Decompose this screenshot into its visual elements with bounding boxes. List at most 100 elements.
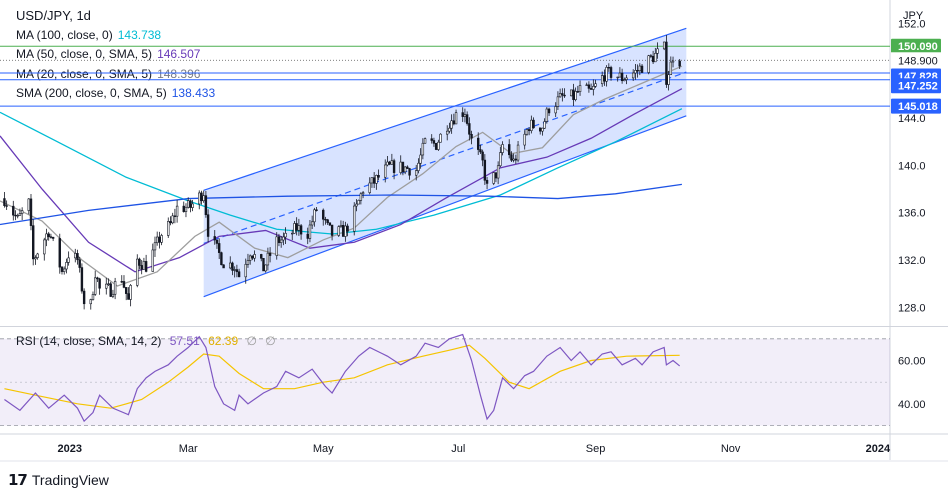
candle-body — [89, 299, 92, 305]
candle — [556, 91, 560, 110]
candle-body — [32, 225, 35, 260]
price-tick-label: 128.0 — [898, 302, 926, 314]
candle-body — [138, 258, 141, 266]
rsi-extra-1: ∅ — [246, 334, 257, 348]
candle — [483, 154, 487, 185]
candle-body — [198, 192, 201, 205]
candle-body — [158, 236, 161, 243]
candle-body — [295, 223, 298, 231]
currency-label[interactable]: JPY — [903, 10, 924, 22]
candle — [299, 223, 303, 240]
candle — [532, 117, 535, 129]
candle — [155, 231, 159, 246]
candle — [282, 232, 285, 246]
legend-ma100[interactable]: MA (100, close, 0) 143.738 — [16, 26, 215, 46]
candle-body — [107, 283, 110, 285]
candle-body — [647, 55, 650, 73]
candle — [264, 264, 267, 273]
candle-body — [589, 88, 593, 90]
candle — [494, 172, 498, 183]
candle — [47, 231, 50, 241]
candle — [636, 64, 639, 78]
candle — [213, 230, 216, 245]
time-tick-label: Nov — [721, 443, 741, 455]
candle — [32, 219, 35, 266]
rsi-tick-label: 40.00 — [898, 399, 926, 411]
candle-body — [328, 222, 332, 226]
candle — [563, 88, 566, 98]
candle — [353, 202, 356, 236]
candle — [111, 289, 115, 299]
candle — [390, 153, 394, 165]
candle — [29, 194, 33, 231]
candle-body — [423, 138, 427, 144]
candle-body — [361, 192, 365, 195]
candle — [450, 114, 453, 134]
candle-body — [481, 151, 484, 161]
candle — [572, 83, 575, 107]
candle-body — [82, 290, 86, 305]
candle — [631, 69, 635, 81]
candle — [574, 87, 577, 102]
time-tick-label: Mar — [179, 443, 198, 455]
candle — [461, 107, 464, 122]
candle — [235, 264, 239, 278]
candle — [508, 139, 511, 159]
footer-brand[interactable]: 𝟭𝟳 TradingView — [8, 471, 109, 489]
candle — [328, 222, 332, 227]
candle — [525, 128, 529, 136]
candle — [330, 224, 334, 241]
candle — [122, 275, 126, 289]
candle-body — [353, 205, 356, 232]
candle-body — [384, 164, 387, 178]
candle-body — [569, 89, 573, 97]
candle — [514, 154, 518, 164]
candle — [538, 127, 542, 135]
candle-body — [574, 91, 577, 100]
candle — [284, 227, 287, 244]
candle-body — [264, 264, 267, 272]
legend-ma50[interactable]: MA (50, close, 0, SMA, 5) 146.507 — [16, 45, 215, 65]
candle-body — [186, 200, 190, 208]
candle — [341, 220, 345, 237]
candle — [671, 56, 675, 68]
candle-body — [450, 120, 453, 129]
candle — [76, 249, 79, 265]
candle-body — [63, 268, 66, 272]
candle — [58, 233, 61, 274]
candle-body — [45, 233, 48, 241]
candle — [651, 50, 655, 64]
candle — [82, 288, 86, 310]
candle-body — [516, 144, 520, 161]
candle-body — [525, 129, 529, 135]
candle-body — [419, 154, 422, 164]
legend-sma200-value: 138.433 — [171, 86, 216, 100]
candle-body — [603, 75, 606, 82]
candle-body — [587, 84, 591, 89]
candle — [477, 132, 480, 155]
rsi-tick-label: 60.00 — [898, 356, 926, 368]
candle-body — [12, 205, 15, 216]
candle-body — [439, 133, 442, 143]
candle — [512, 153, 515, 163]
candle-body — [322, 209, 325, 220]
candle-body — [191, 203, 194, 208]
candle-body — [282, 236, 285, 241]
candle — [127, 287, 130, 300]
candle-body — [470, 133, 473, 139]
legend-ma20-value: 148.396 — [157, 66, 201, 81]
legend-sma200[interactable]: SMA (200, close, 0, SMA, 5) 138.433 — [16, 84, 215, 104]
candle — [401, 161, 405, 176]
candle — [638, 63, 642, 76]
legend-ma20[interactable]: MA (20, close, 0, SMA, 5) 148.396 — [16, 65, 215, 85]
candle-body — [43, 239, 46, 255]
candle-body — [253, 254, 256, 259]
chart-title: USD/JPY, 1d — [16, 8, 91, 23]
candle — [667, 70, 670, 91]
candle — [182, 201, 185, 213]
candle — [206, 209, 210, 243]
candle — [594, 79, 597, 88]
candle — [339, 220, 343, 228]
